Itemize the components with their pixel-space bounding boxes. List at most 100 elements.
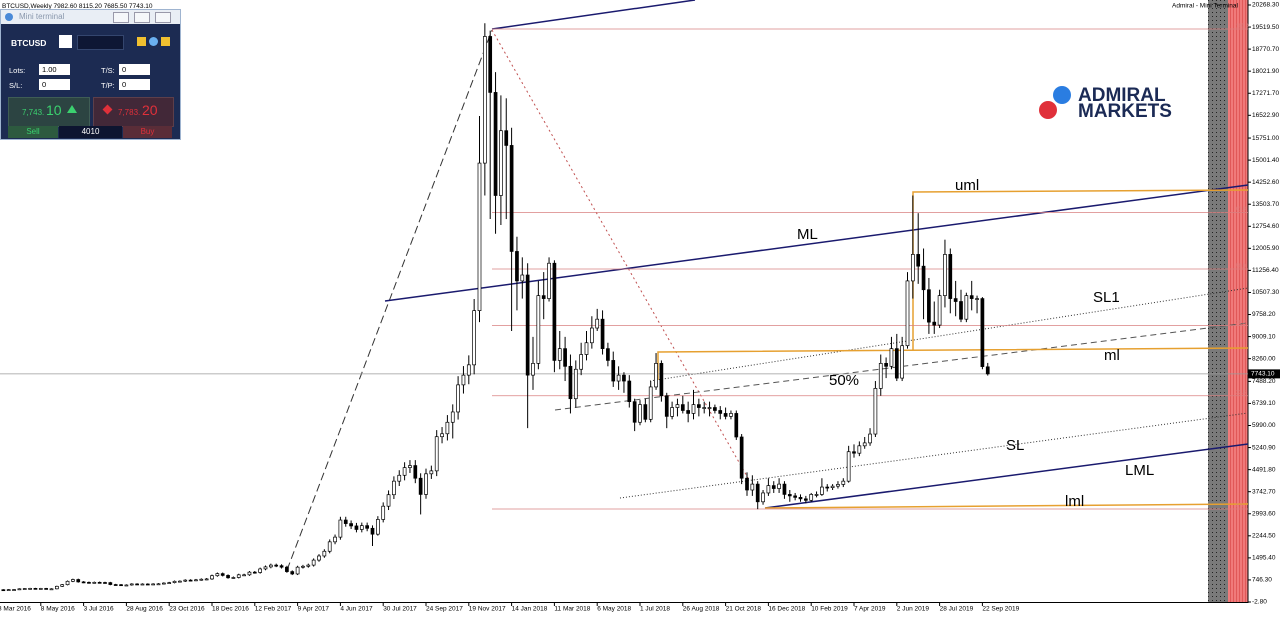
candle-body <box>921 265 926 291</box>
candle-body <box>450 411 455 423</box>
y-tick-label: 9009.10 <box>1252 333 1276 340</box>
candle-body <box>429 470 434 475</box>
candle-body <box>456 384 460 413</box>
candle-body <box>108 582 113 585</box>
candle-body <box>370 527 375 535</box>
candle-body <box>274 564 279 567</box>
candle-body <box>397 474 402 482</box>
gray-strip <box>1208 0 1228 603</box>
candle-body <box>766 485 771 494</box>
candle-body <box>825 486 830 489</box>
candle-body <box>210 575 214 580</box>
candle-body <box>349 523 353 527</box>
candle-body <box>188 579 193 582</box>
candle-body <box>595 318 600 329</box>
y-tick-label: 2244.50 <box>1252 533 1276 540</box>
y-tick-label: 5990.00 <box>1252 422 1276 429</box>
last-price-box <box>1248 369 1280 379</box>
sell-button[interactable]: Sell <box>8 126 58 138</box>
y-tick-label: 14252.60 <box>1252 179 1279 186</box>
candle-body <box>862 442 867 447</box>
candle-body <box>483 36 487 164</box>
candle-body <box>734 413 739 438</box>
candle-body <box>600 318 605 349</box>
y-tick-label: 5240.90 <box>1252 444 1276 451</box>
close-label: 7743.10 <box>129 3 153 10</box>
buy-price-button[interactable]: 7,783. 20 <box>93 97 174 127</box>
candle-body <box>868 433 872 444</box>
candle-body <box>269 564 273 568</box>
candle-body <box>194 579 198 582</box>
y-tick-label: 9758.20 <box>1252 311 1276 318</box>
candle-body <box>771 485 776 489</box>
fib-label: 100.0 <box>1236 23 1249 29</box>
candle-body <box>71 579 75 582</box>
candle-body <box>156 583 161 586</box>
dropdown-button[interactable] <box>59 35 72 48</box>
x-tick-label: 28 Jul 2019 <box>940 606 974 613</box>
candle-body <box>381 505 386 520</box>
icon-button[interactable] <box>149 37 158 46</box>
candle-body <box>696 404 701 408</box>
sl-input[interactable]: 0 <box>39 79 70 90</box>
candle-body <box>258 568 262 573</box>
candle-body <box>782 483 787 495</box>
fib-label: 0.0 <box>1236 503 1243 509</box>
candle-body <box>910 254 915 282</box>
sell-price: 7,743. <box>22 108 45 117</box>
minimize-button[interactable] <box>113 12 129 23</box>
annotation: uml <box>955 177 979 194</box>
x-tick-label: 22 Sep 2019 <box>982 606 1019 613</box>
last-price-label: 7743.10 <box>1251 371 1275 378</box>
logo: ADMIRAL MARKETS <box>1039 85 1172 122</box>
candle-body <box>135 583 139 586</box>
candle-body <box>504 130 509 146</box>
y-tick-label: 12005.90 <box>1252 245 1279 252</box>
buy-button[interactable]: Buy <box>123 126 172 138</box>
y-tick-label: 13503.70 <box>1252 201 1279 208</box>
y-tick-label: 11256.40 <box>1252 267 1279 274</box>
candle-body <box>178 580 182 583</box>
x-tick-label: 14 Jan 2018 <box>512 606 548 613</box>
lots-input[interactable]: 1.00 <box>39 64 70 75</box>
close-button[interactable] <box>155 12 171 23</box>
x-tick-label: 10 Feb 2019 <box>811 606 848 613</box>
candle-body <box>247 571 252 576</box>
tp-input[interactable]: 0 <box>119 79 150 90</box>
ml-orange-line <box>657 347 1249 380</box>
x-tick-label: 7 Apr 2019 <box>854 606 886 613</box>
candle-body <box>937 295 942 326</box>
x-tick-label: 12 Feb 2017 <box>255 606 292 613</box>
icon-button[interactable] <box>161 37 170 46</box>
candle-body <box>97 581 102 584</box>
candle-body <box>92 581 97 584</box>
candle-body <box>969 295 974 299</box>
candle-body <box>889 348 894 367</box>
candle-body <box>338 519 343 538</box>
maximize-button[interactable] <box>134 12 150 23</box>
sell-text: Sell <box>26 127 40 136</box>
search-box[interactable] <box>77 35 124 50</box>
candle-body <box>659 363 664 397</box>
annotation: ml <box>1104 347 1120 364</box>
candle-body <box>611 360 616 382</box>
candle-body <box>814 494 819 496</box>
volume-box[interactable]: 4010 <box>59 126 122 138</box>
candle-body <box>536 295 541 364</box>
candle-body <box>648 386 653 420</box>
y-tick-label: 12754.60 <box>1252 223 1279 230</box>
sell-price-button[interactable]: 7,743. 10 <box>8 97 90 127</box>
candle-body <box>953 298 958 302</box>
ts-input[interactable]: 0 <box>119 64 150 75</box>
candle-body <box>739 436 744 479</box>
symbol-select[interactable]: BTCUSD <box>11 38 47 48</box>
candle-body <box>568 365 573 400</box>
icon-button[interactable] <box>137 37 146 46</box>
candle-body <box>509 145 514 252</box>
x-tick-label: 3 Jul 2016 <box>84 606 114 613</box>
y-tick-label: 17271.70 <box>1252 90 1279 97</box>
candle-body <box>49 588 54 591</box>
candle-body <box>718 410 723 414</box>
